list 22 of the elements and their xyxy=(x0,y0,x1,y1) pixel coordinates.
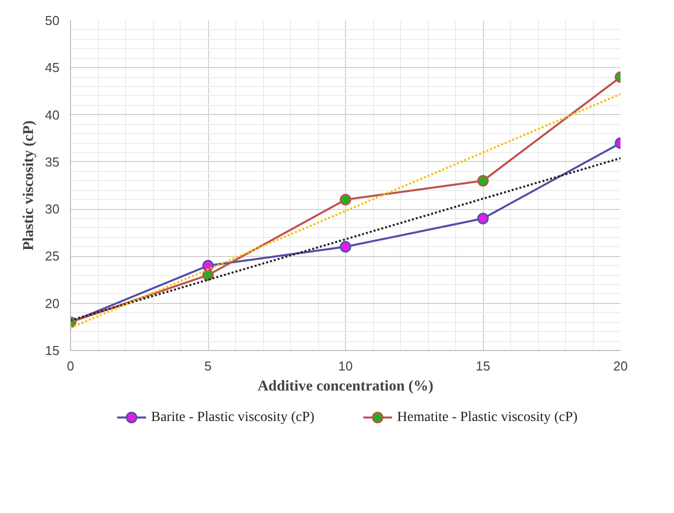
point xyxy=(340,194,352,206)
y-tick-label: 30 xyxy=(45,202,60,217)
x-tick-label: 5 xyxy=(204,358,212,374)
y-tick-label: 45 xyxy=(45,60,60,76)
x-axis-title: Additive concentration (%) xyxy=(258,378,434,394)
y-tick-label: 25 xyxy=(45,248,60,264)
point xyxy=(202,269,214,281)
y-tick-label: 20 xyxy=(45,296,60,311)
x-tick-label: 20 xyxy=(613,358,628,374)
point xyxy=(477,212,489,224)
x-tick-label: 10 xyxy=(338,358,353,374)
y-axis-title: Plastic viscosity (cP) xyxy=(21,120,38,250)
legend-label: Barite - Plastic viscosity (cP) xyxy=(151,410,315,425)
y-tick-label: 35 xyxy=(45,154,60,170)
x-tick-label: 0 xyxy=(66,358,74,374)
y-tick-label: 15 xyxy=(45,343,60,358)
point xyxy=(477,175,489,187)
x-tick-label: 15 xyxy=(476,358,490,374)
y-tick-label: 40 xyxy=(45,107,60,122)
point xyxy=(340,241,352,253)
legend-label: Hematite - Plastic viscosity (cP) xyxy=(397,410,578,425)
y-tick-label: 50 xyxy=(45,13,60,28)
